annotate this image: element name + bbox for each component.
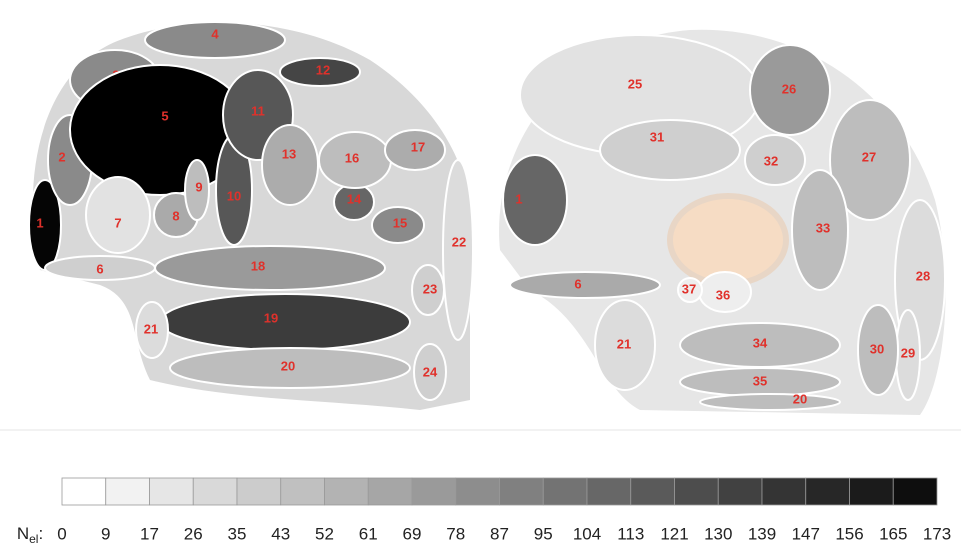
region-label: 14 bbox=[347, 191, 362, 206]
colorbar-tick-label: 0 bbox=[57, 524, 66, 543]
region-label: 31 bbox=[650, 129, 664, 144]
colorbar-swatch bbox=[412, 478, 456, 505]
colorbar-tick-label: 121 bbox=[660, 524, 688, 543]
thalamus bbox=[670, 196, 786, 284]
colorbar-tick-label: 95 bbox=[534, 524, 553, 543]
region bbox=[262, 125, 318, 205]
colorbar-swatch bbox=[62, 478, 106, 505]
colorbar-tick-label: 69 bbox=[403, 524, 422, 543]
region-label: 5 bbox=[161, 108, 168, 123]
region-label: 32 bbox=[764, 153, 778, 168]
region-label: 16 bbox=[345, 150, 359, 165]
region bbox=[443, 160, 473, 340]
region-label: 18 bbox=[251, 258, 265, 273]
region bbox=[503, 155, 567, 245]
colorbar-swatch bbox=[193, 478, 237, 505]
colorbar-tick-label: 9 bbox=[101, 524, 110, 543]
colorbar-swatch bbox=[850, 478, 894, 505]
colorbar-tick-label: 26 bbox=[184, 524, 203, 543]
colorbar-tick-label: 87 bbox=[490, 524, 509, 543]
colorbar-tick-label: 165 bbox=[879, 524, 907, 543]
colorbar-tick-label: 78 bbox=[446, 524, 465, 543]
region-label: 6 bbox=[96, 261, 103, 276]
region-label: 34 bbox=[753, 335, 768, 350]
colorbar-swatch bbox=[456, 478, 500, 505]
region-label: 28 bbox=[916, 268, 930, 283]
region-label: 35 bbox=[753, 373, 767, 388]
colorbar-tick-label: 17 bbox=[140, 524, 159, 543]
colorbar-tick-label: 35 bbox=[228, 524, 247, 543]
region-label: 26 bbox=[782, 81, 796, 96]
colorbar-swatch bbox=[631, 478, 675, 505]
region-label: 36 bbox=[716, 287, 730, 302]
colorbar-tick-label: 113 bbox=[617, 524, 644, 543]
region-label: 27 bbox=[862, 149, 876, 164]
region-label: 37 bbox=[682, 281, 696, 296]
region-label: 6 bbox=[574, 276, 581, 291]
region-label: 21 bbox=[617, 336, 631, 351]
colorbar-swatch bbox=[587, 478, 631, 505]
region-label: 2 bbox=[58, 149, 65, 164]
region-label: 17 bbox=[411, 139, 425, 154]
region-label: 29 bbox=[901, 345, 915, 360]
colorbar-swatch bbox=[806, 478, 850, 505]
colorbar-swatch bbox=[675, 478, 719, 505]
brain-maps: 1234567891011121314151617181920212223242… bbox=[29, 22, 946, 415]
colorbar-swatch bbox=[150, 478, 194, 505]
region bbox=[510, 272, 660, 298]
colorbar-tick-label: 156 bbox=[835, 524, 863, 543]
region-label: 21 bbox=[144, 321, 158, 336]
region-label: 30 bbox=[870, 341, 884, 356]
figure: 1234567891011121314151617181920212223242… bbox=[0, 0, 961, 549]
region bbox=[160, 294, 410, 350]
colorbar-swatch bbox=[325, 478, 369, 505]
region-label: 9 bbox=[195, 179, 202, 194]
region bbox=[600, 120, 740, 180]
region-label: 23 bbox=[423, 281, 437, 296]
region-label: 8 bbox=[172, 208, 179, 223]
region bbox=[155, 246, 385, 290]
region-label: 1 bbox=[515, 191, 522, 206]
colorbar-swatch bbox=[500, 478, 544, 505]
separator: : bbox=[38, 524, 43, 543]
region bbox=[700, 394, 840, 410]
colorbar-tick-label: 104 bbox=[573, 524, 601, 543]
colorbar-swatch bbox=[893, 478, 937, 505]
colorbar-tick-label: 147 bbox=[792, 524, 820, 543]
region-label: 11 bbox=[251, 103, 265, 118]
region-label: 19 bbox=[264, 310, 278, 325]
region-label: 13 bbox=[282, 146, 296, 161]
region-label: 10 bbox=[227, 188, 241, 203]
colorbar-swatch bbox=[106, 478, 150, 505]
region-label: 22 bbox=[452, 234, 466, 249]
colorbar-tick-label: 173 bbox=[923, 524, 951, 543]
region-label: 4 bbox=[211, 26, 219, 41]
colorbar-swatch bbox=[718, 478, 762, 505]
region-label: 20 bbox=[281, 358, 295, 373]
region-label: 25 bbox=[628, 76, 642, 91]
colorbar-swatch bbox=[762, 478, 806, 505]
symbol: N bbox=[17, 524, 29, 543]
colorbar-swatch bbox=[368, 478, 412, 505]
colorbar-tick-label: 61 bbox=[359, 524, 378, 543]
colorbar-tick-label: 139 bbox=[748, 524, 776, 543]
colorbar-swatch bbox=[237, 478, 281, 505]
region-label: 7 bbox=[114, 215, 121, 230]
region-label: 33 bbox=[816, 220, 830, 235]
colorbar-swatch bbox=[281, 478, 325, 505]
region-label: 1 bbox=[36, 215, 43, 230]
colorbar: 0 9 17 26 35 43 52 61 69 78 87 95 104 113 121 130 139 147… bbox=[57, 478, 951, 543]
subscript: el bbox=[29, 532, 38, 546]
region-label: 24 bbox=[423, 364, 438, 379]
colorbar-tick-label: 43 bbox=[271, 524, 290, 543]
colorbar-tick-label: 130 bbox=[704, 524, 732, 543]
region-label: 12 bbox=[316, 62, 330, 77]
colorbar-swatch bbox=[543, 478, 587, 505]
colorbar-tick-label: 52 bbox=[315, 524, 334, 543]
region-label: 15 bbox=[393, 215, 407, 230]
region-label: 20 bbox=[793, 391, 807, 406]
colorbar-label: Nel: bbox=[17, 524, 43, 546]
